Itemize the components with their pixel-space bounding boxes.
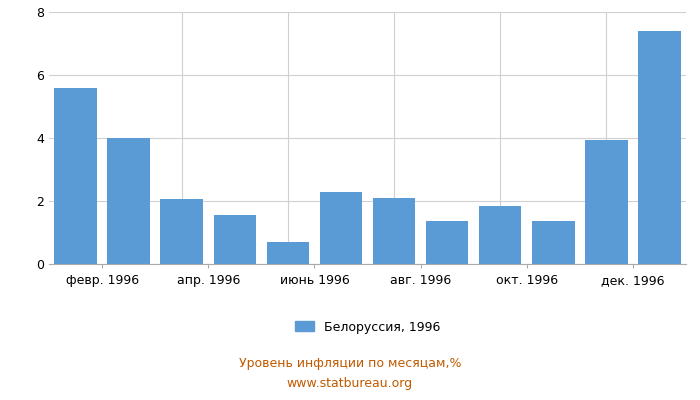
Bar xyxy=(585,140,628,264)
Bar xyxy=(638,31,680,264)
Text: Уровень инфляции по месяцам,%: Уровень инфляции по месяцам,% xyxy=(239,358,461,370)
Text: www.statbureau.org: www.statbureau.org xyxy=(287,378,413,390)
Bar xyxy=(267,242,309,264)
Bar xyxy=(532,222,575,264)
Bar xyxy=(479,206,522,264)
Bar xyxy=(320,192,362,264)
Bar xyxy=(426,222,468,264)
Legend: Белоруссия, 1996: Белоруссия, 1996 xyxy=(290,316,445,339)
Bar xyxy=(214,215,256,264)
Bar xyxy=(373,198,415,264)
Bar xyxy=(160,200,203,264)
Bar xyxy=(107,138,150,264)
Bar xyxy=(55,88,97,264)
